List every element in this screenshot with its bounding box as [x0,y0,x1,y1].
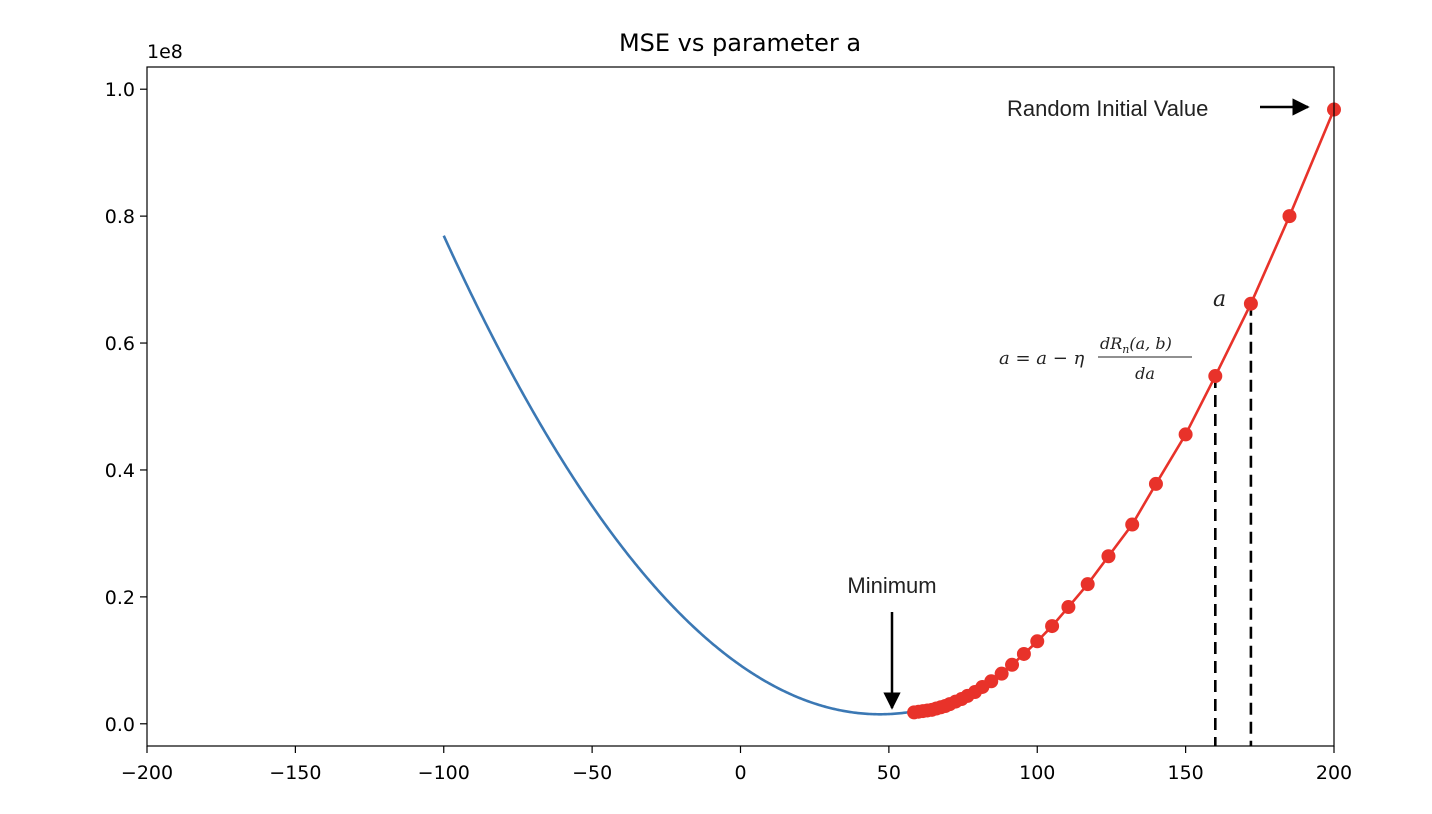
descent-step-point [994,666,1009,681]
descent-step-point [1243,296,1258,311]
y-axis: 0.0 0.2 0.4 0.6 0.8 1.0 [105,79,147,736]
y-tick-label: 0.6 [105,333,135,355]
x-tick-label: 150 [1167,762,1203,784]
formula-numerator: dRn(a, b) [1100,334,1172,356]
descent-step-point [1045,619,1060,634]
x-tick-label: 0 [734,762,746,784]
y-tick-label: 0.4 [105,460,135,482]
descent-step-point [1061,600,1076,615]
x-tick-label: −50 [572,762,612,784]
descent-step-point [1125,517,1140,532]
x-tick-label: −100 [418,762,470,784]
x-tick-label: 50 [877,762,901,784]
plot-frame [146,66,1335,747]
descent-step-point [1101,549,1116,564]
descent-step-point [1282,209,1297,224]
y-tick-label: 0.8 [105,206,135,228]
update-formula: a = a − η dRn(a, b) da [999,334,1192,383]
mse-curve-line [442,235,910,716]
descent-path-line [913,109,1336,714]
chart-title: MSE vs parameter a [619,29,861,57]
descent-step-point [1030,634,1045,649]
y-offset-label: 1e8 [147,41,183,63]
x-axis: −200 −150 −100 −50 0 50 100 150 200 [121,746,1352,784]
x-tick-label: 200 [1316,762,1352,784]
y-tick-label: 1.0 [105,79,135,101]
annotation-random-initial-value: Random Initial Value [1007,96,1208,121]
descent-step-point [1208,369,1223,384]
descent-step-point [1148,476,1163,491]
formula-lhs: a = a − η [999,348,1085,369]
y-tick-label: 0.0 [105,714,135,736]
descent-step-point [1080,577,1095,592]
descent-step-point [1178,427,1193,442]
plot-area [442,102,1341,746]
descent-step-point [907,705,922,720]
annotations: Random Initial Value Minimum a a = a − η… [847,96,1310,710]
descent-step-point [1016,646,1031,661]
y-tick-label: 0.2 [105,587,135,609]
x-tick-label: 100 [1019,762,1055,784]
formula-denominator: da [1135,364,1155,383]
descent-step-point [1005,657,1020,672]
annotation-minimum: Minimum [847,573,936,598]
x-tick-label: −150 [269,762,321,784]
label-a: a [1213,287,1226,312]
x-tick-label: −200 [121,762,173,784]
